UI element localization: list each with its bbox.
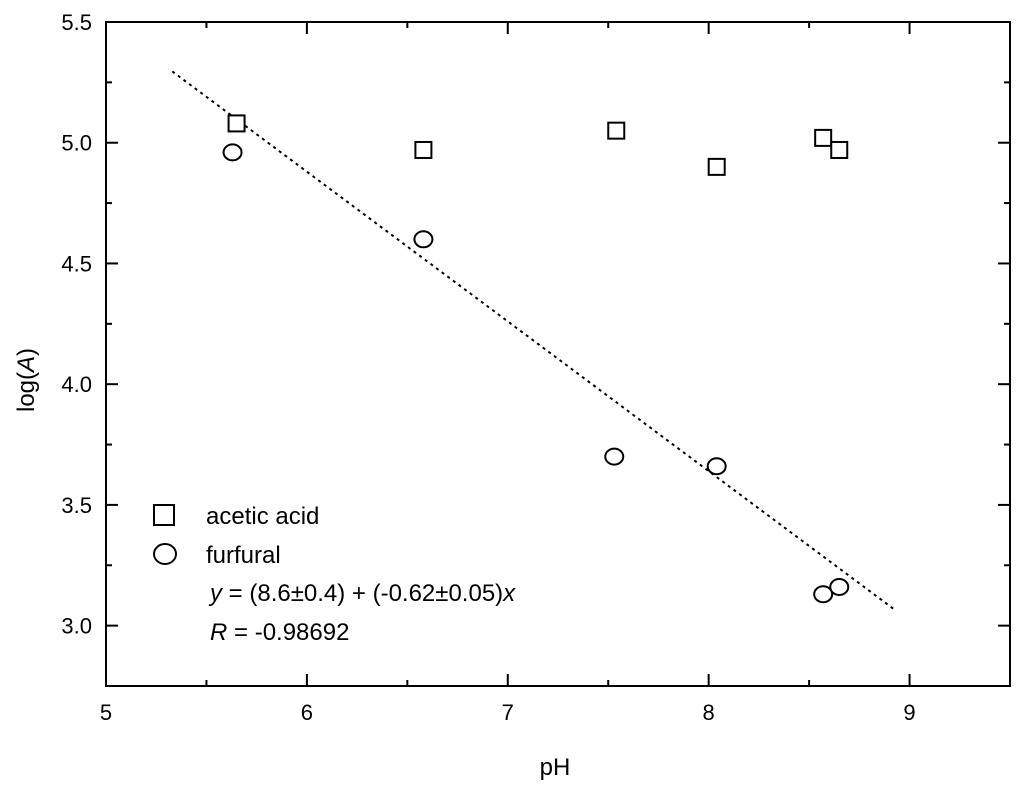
y-tick-label: 5.0 (61, 131, 92, 156)
furfural-point (604, 447, 625, 466)
axis-ticks (105, 21, 1011, 687)
furfural-point (829, 578, 850, 597)
acetic-acid-point (227, 114, 246, 133)
y-tick-label: 3.5 (61, 493, 92, 518)
y-tick-label: 3.0 (61, 614, 92, 639)
acetic-acid-point (830, 140, 849, 159)
r-var: R (210, 619, 227, 646)
furfural-point (222, 143, 243, 162)
legend-square-icon (153, 504, 175, 526)
data-markers (222, 114, 850, 604)
y-tick-labels: 3.0 3.5 4.0 4.5 5.0 5.5 (61, 10, 92, 639)
acetic-acid-point (414, 140, 433, 159)
equation-var-y: y (208, 580, 224, 607)
furfural-point (813, 585, 834, 604)
fit-correlation: R = -0.98692 (210, 619, 349, 646)
x-tick-label: 9 (903, 700, 915, 725)
fit-line (171, 70, 897, 612)
x-tick-label: 7 (502, 700, 514, 725)
r-value: = -0.98692 (227, 619, 349, 646)
y-tick-label: 5.5 (61, 10, 92, 35)
acetic-acid-point (814, 128, 833, 147)
y-axis-title: log(A) (13, 348, 40, 412)
legend: acetic acid furfural (153, 503, 319, 569)
legend-label-furfural: furfural (206, 542, 281, 569)
acetic-acid-point (707, 157, 726, 176)
x-tick-label: 8 (703, 700, 715, 725)
y-axis-title-prefix: log( (13, 372, 40, 412)
legend-circle-icon (153, 543, 177, 565)
y-tick-label: 4.5 (61, 251, 92, 276)
x-axis-title: pH (540, 754, 571, 781)
x-tick-label: 6 (301, 700, 313, 725)
equation-var-x: x (502, 580, 516, 607)
y-tick-label: 4.0 (61, 372, 92, 397)
x-tick-labels: 5 6 7 8 9 (100, 700, 916, 725)
fit-equation: y = (8.6±0.4) + (-0.62±0.05)x (208, 580, 516, 607)
x-tick-label: 5 (100, 700, 112, 725)
y-axis-title-suffix: ) (13, 348, 40, 356)
furfural-point (706, 457, 727, 476)
acetic-acid-point (607, 121, 626, 140)
y-axis-title-var: A (13, 356, 40, 374)
legend-label-acetic-acid: acetic acid (206, 503, 319, 530)
plot-frame (105, 21, 1011, 687)
furfural-point (413, 230, 434, 249)
equation-body: = (8.6±0.4) + (-0.62±0.05) (222, 580, 503, 607)
